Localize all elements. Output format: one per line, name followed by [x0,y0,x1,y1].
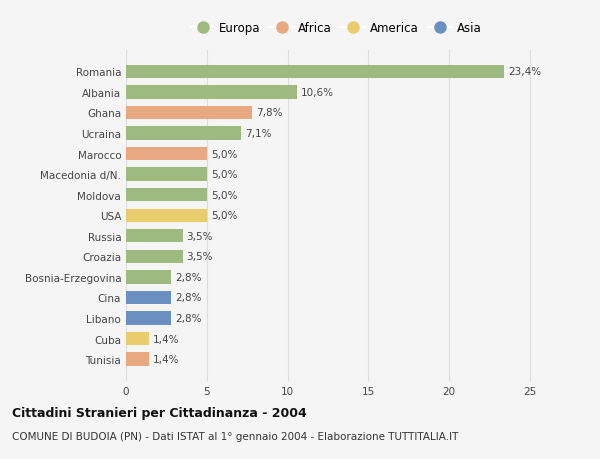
Bar [126,209,207,223]
Bar [126,189,207,202]
Bar [126,312,171,325]
Bar [126,127,241,140]
Text: 23,4%: 23,4% [508,67,541,77]
Bar [126,271,171,284]
Text: 3,5%: 3,5% [187,252,213,262]
Text: 5,0%: 5,0% [211,190,237,200]
Bar [126,353,149,366]
Text: 1,4%: 1,4% [152,354,179,364]
Text: 2,8%: 2,8% [175,272,202,282]
Bar [126,106,252,120]
Bar [126,66,504,79]
Text: 5,0%: 5,0% [211,170,237,180]
Text: 5,0%: 5,0% [211,211,237,221]
Text: 2,8%: 2,8% [175,293,202,303]
Bar [126,86,297,99]
Text: 5,0%: 5,0% [211,149,237,159]
Text: 10,6%: 10,6% [301,88,334,98]
Bar [126,168,207,181]
Text: COMUNE DI BUDOIA (PN) - Dati ISTAT al 1° gennaio 2004 - Elaborazione TUTTITALIA.: COMUNE DI BUDOIA (PN) - Dati ISTAT al 1°… [12,431,458,442]
Text: 2,8%: 2,8% [175,313,202,323]
Bar [126,332,149,346]
Text: 7,1%: 7,1% [245,129,271,139]
Text: 7,8%: 7,8% [256,108,283,118]
Text: 1,4%: 1,4% [152,334,179,344]
Bar [126,147,207,161]
Bar [126,230,182,243]
Text: 3,5%: 3,5% [187,231,213,241]
Bar [126,250,182,263]
Legend: Europa, Africa, America, Asia: Europa, Africa, America, Asia [188,20,484,38]
Bar [126,291,171,304]
Text: Cittadini Stranieri per Cittadinanza - 2004: Cittadini Stranieri per Cittadinanza - 2… [12,406,307,419]
